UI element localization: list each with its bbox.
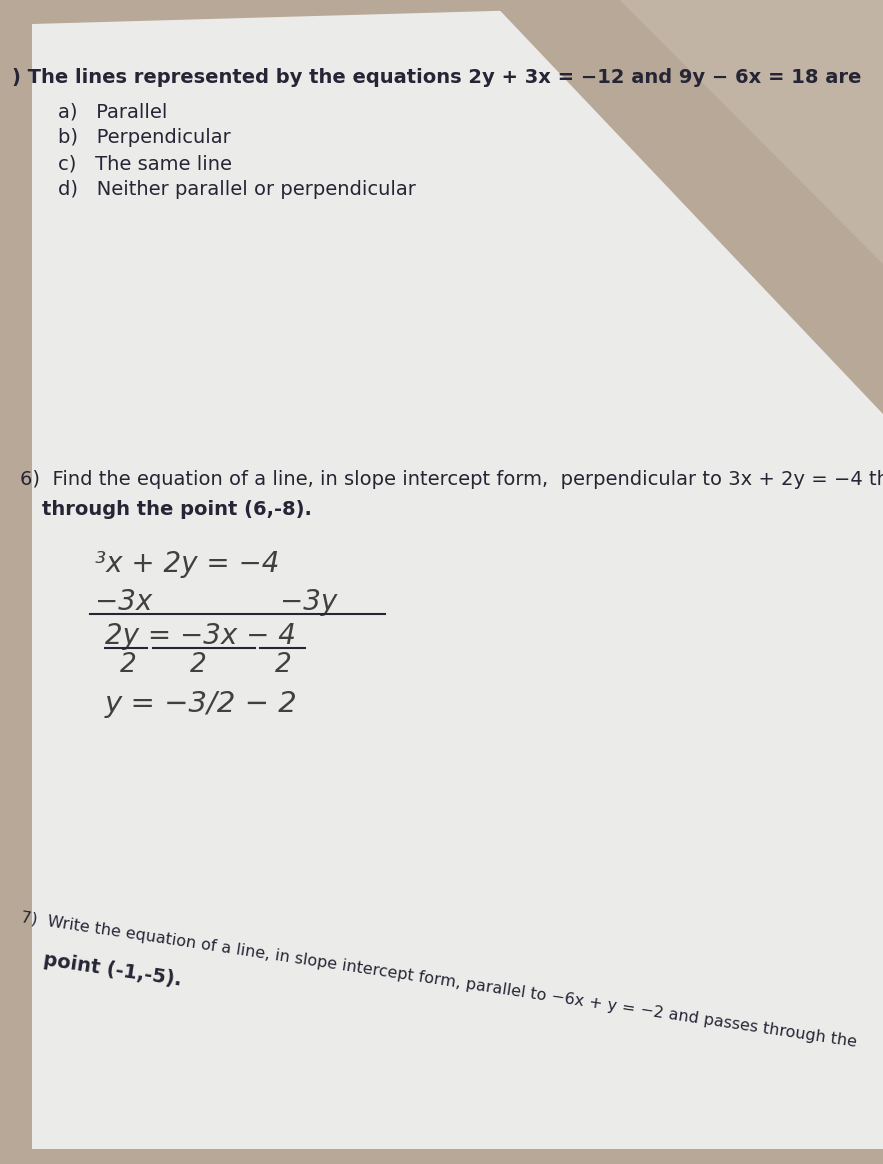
Polygon shape <box>620 0 883 264</box>
Text: −3y: −3y <box>280 588 337 616</box>
Text: −3x: −3x <box>95 588 152 616</box>
Text: through the point (6,-8).: through the point (6,-8). <box>42 501 312 519</box>
Text: 2: 2 <box>190 652 207 677</box>
Text: 2: 2 <box>120 652 137 677</box>
Text: ) The lines represented by the equations 2y + 3x = −12 and 9y − 6x = 18 are: ) The lines represented by the equations… <box>12 68 862 87</box>
Text: 6)  Find the equation of a line, in slope intercept form,  perpendicular to 3x +: 6) Find the equation of a line, in slope… <box>20 470 883 489</box>
Text: 2: 2 <box>275 652 291 677</box>
Text: point (-1,-5).: point (-1,-5). <box>42 950 183 989</box>
Text: y = −3/2 − 2: y = −3/2 − 2 <box>105 690 298 718</box>
Text: c)   The same line: c) The same line <box>58 154 232 173</box>
Text: a)   Parallel: a) Parallel <box>58 102 168 121</box>
Polygon shape <box>490 0 883 414</box>
Text: 7)  Write the equation of a line, in slope intercept form, parallel to −6x + y =: 7) Write the equation of a line, in slop… <box>20 910 857 1050</box>
Text: b)   Perpendicular: b) Perpendicular <box>58 128 230 147</box>
Polygon shape <box>32 0 883 1149</box>
Text: d)   Neither parallel or perpendicular: d) Neither parallel or perpendicular <box>58 180 416 199</box>
Text: ³x + 2y = −4: ³x + 2y = −4 <box>95 551 279 579</box>
Text: 2y = −3x − 4: 2y = −3x − 4 <box>105 622 296 650</box>
